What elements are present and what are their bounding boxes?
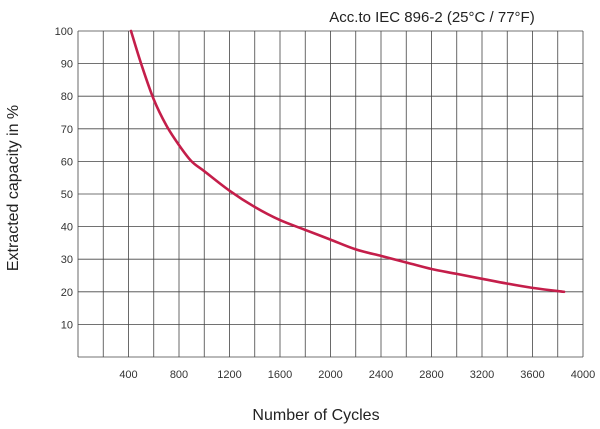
capacity-curve <box>129 29 566 294</box>
y-tick-label: 70 <box>61 124 73 136</box>
x-tick-label: 2000 <box>318 369 342 381</box>
y-tick-label: 60 <box>61 156 73 168</box>
x-tick-label: 400 <box>119 369 137 381</box>
y-tick-label: 20 <box>61 287 73 299</box>
y-tick-label: 30 <box>61 254 73 266</box>
y-tick-label: 100 <box>55 26 73 38</box>
x-tick-label: 2800 <box>419 369 443 381</box>
y-tick-label: 10 <box>61 319 73 331</box>
grid <box>77 30 584 358</box>
x-tick-label: 4000 <box>571 369 595 381</box>
y-tick-label: 90 <box>61 59 73 71</box>
x-tick-label: 3200 <box>470 369 494 381</box>
x-ticks: 400 800 1200 1600 2000 2400 2800 3200 3600 4000 <box>119 369 595 381</box>
x-axis-label: Number of Cycles <box>252 407 379 424</box>
y-tick-label: 40 <box>61 222 73 234</box>
y-ticks: 10 20 30 40 50 60 70 80 90 100 <box>55 26 73 331</box>
y-tick-label: 50 <box>61 189 73 201</box>
x-tick-label: 3600 <box>520 369 544 381</box>
x-tick-label: 1200 <box>217 369 241 381</box>
chart-title: Acc.to IEC 896-2 (25°C / 77°F) <box>329 9 534 26</box>
x-tick-label: 2400 <box>369 369 393 381</box>
y-tick-label: 80 <box>61 91 73 103</box>
y-axis-label: Extracted capacity in % <box>5 105 22 271</box>
x-tick-label: 800 <box>170 369 188 381</box>
x-tick-label: 1600 <box>268 369 292 381</box>
series <box>129 29 566 294</box>
